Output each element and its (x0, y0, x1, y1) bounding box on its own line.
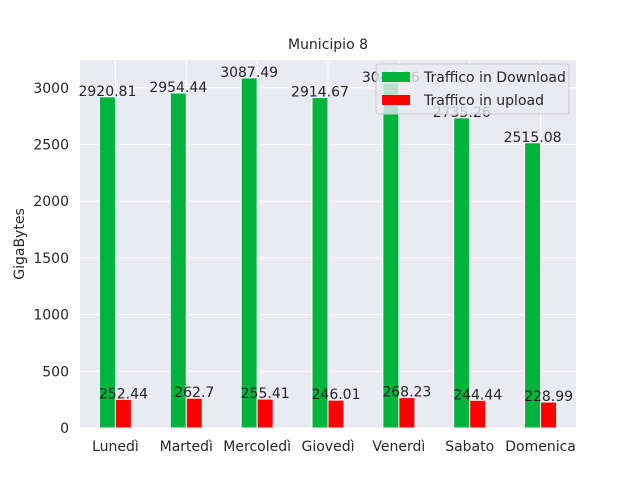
bar-upload (114, 398, 132, 429)
y-tick-label: 1500 (33, 251, 69, 267)
bar-upload (256, 398, 274, 429)
bar-upload (540, 401, 558, 429)
bar-value-label: 268.23 (382, 385, 431, 401)
bar-download (169, 92, 187, 429)
bar-download (240, 77, 258, 429)
x-tick-labels: Lunedì Martedì Mercoledì Giovedì Venerdì Saba… (92, 439, 576, 455)
y-tick-label: 1000 (33, 308, 69, 324)
bar-value-label: 246.01 (312, 387, 361, 403)
bar-value-label: 255.41 (241, 386, 290, 402)
legend: Traffico in Download Traffico in upload (375, 63, 570, 115)
x-tick-label: Martedì (160, 439, 213, 455)
y-axis-label: GigaBytes (12, 208, 28, 280)
bar-value-label: 244.44 (453, 387, 502, 403)
legend-swatch (382, 72, 410, 82)
y-tick-label: 0 (60, 421, 69, 437)
y-tick-label: 2000 (33, 194, 69, 210)
x-tick-label: Venerdì (372, 439, 425, 455)
bar-download (98, 96, 116, 429)
bar-value-label: 3087.49 (220, 65, 278, 81)
bar-download (382, 82, 400, 429)
bar-value-label: 252.44 (99, 386, 148, 402)
legend-label: Traffico in Download (423, 70, 566, 86)
x-tick-label: Giovedì (302, 439, 355, 455)
y-tick-label: 2500 (33, 137, 69, 153)
bars-group (98, 77, 558, 429)
legend-label: Traffico in upload (423, 93, 544, 109)
x-tick-label: Mercoledì (223, 439, 291, 455)
bar-value-label: 228.99 (524, 389, 573, 405)
legend-swatch (382, 95, 410, 105)
bar-value-label: 2920.81 (78, 84, 136, 100)
bar-value-label: 2515.08 (504, 130, 562, 146)
x-tick-label: Domenica (505, 439, 576, 455)
chart-title: Municipio 8 (288, 37, 368, 53)
bar-download (524, 142, 542, 429)
y-tick-label: 500 (42, 364, 69, 380)
bar-upload (398, 397, 416, 429)
bar-value-label: 2954.44 (149, 80, 207, 96)
bar-download (453, 117, 471, 429)
y-tick-labels: 0 500 1000 1500 2000 2500 3000 (33, 81, 69, 437)
bar-upload (469, 399, 487, 429)
bar-upload (327, 399, 345, 429)
x-tick-label: Sabato (445, 439, 494, 455)
bar-download (311, 96, 329, 429)
bar-value-label: 2914.67 (291, 84, 349, 100)
legend-box (375, 63, 570, 115)
bar-upload (185, 397, 203, 429)
x-tick-label: Lunedì (92, 439, 139, 455)
bar-value-label: 262.7 (174, 385, 214, 401)
y-tick-label: 3000 (33, 81, 69, 97)
